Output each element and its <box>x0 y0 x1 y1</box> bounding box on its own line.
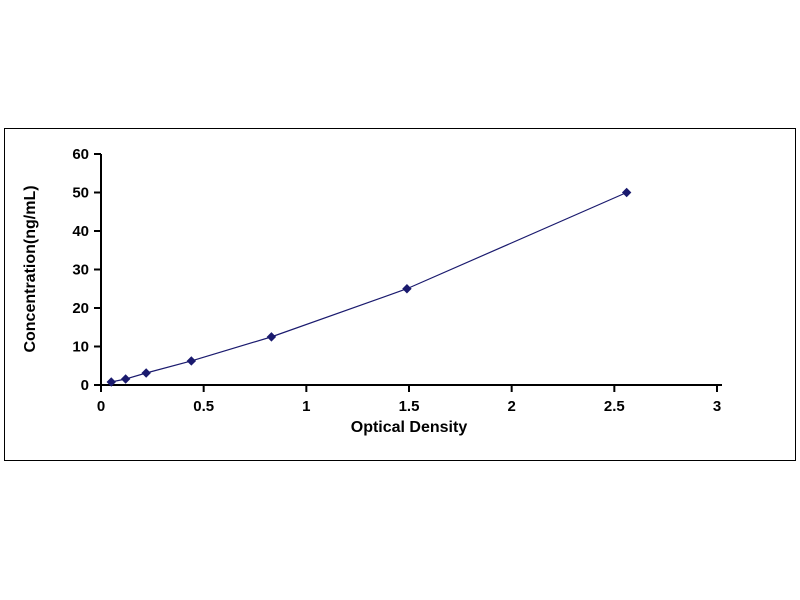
x-tick-label: 0 <box>97 398 105 415</box>
y-tick-label: 0 <box>81 377 89 394</box>
data-point-marker <box>621 187 632 198</box>
y-axis-title: Concentration(ng/mL) <box>22 185 39 352</box>
x-axis-title: Optical Density <box>351 419 468 436</box>
series-line-standard-curve <box>111 191 627 383</box>
y-tick-label: 30 <box>72 262 89 279</box>
data-point-marker <box>266 332 277 342</box>
data-point-marker <box>106 377 116 387</box>
data-point-marker <box>402 284 412 294</box>
x-tick-label: 1.5 <box>399 398 420 415</box>
x-tick-label: 1 <box>302 398 310 415</box>
y-tick-label: 40 <box>72 223 89 240</box>
x-tick-label: 0.5 <box>193 398 214 415</box>
y-tick-label: 60 <box>72 146 89 163</box>
y-tick-label: 50 <box>72 185 89 202</box>
chart-frame: 0 0.5 1 1.5 2 2.5 3 0 10 20 30 40 50 60 Optical Densi… <box>4 128 796 461</box>
y-tick-label: 20 <box>72 300 89 317</box>
x-tick-label: 2.5 <box>604 398 625 415</box>
data-point-marker <box>120 374 131 384</box>
y-tick-label: 10 <box>72 339 89 356</box>
x-tick-label: 3 <box>713 398 721 415</box>
data-point-marker <box>186 356 197 366</box>
x-tick-label: 2 <box>507 398 515 415</box>
data-point-marker <box>141 368 151 378</box>
